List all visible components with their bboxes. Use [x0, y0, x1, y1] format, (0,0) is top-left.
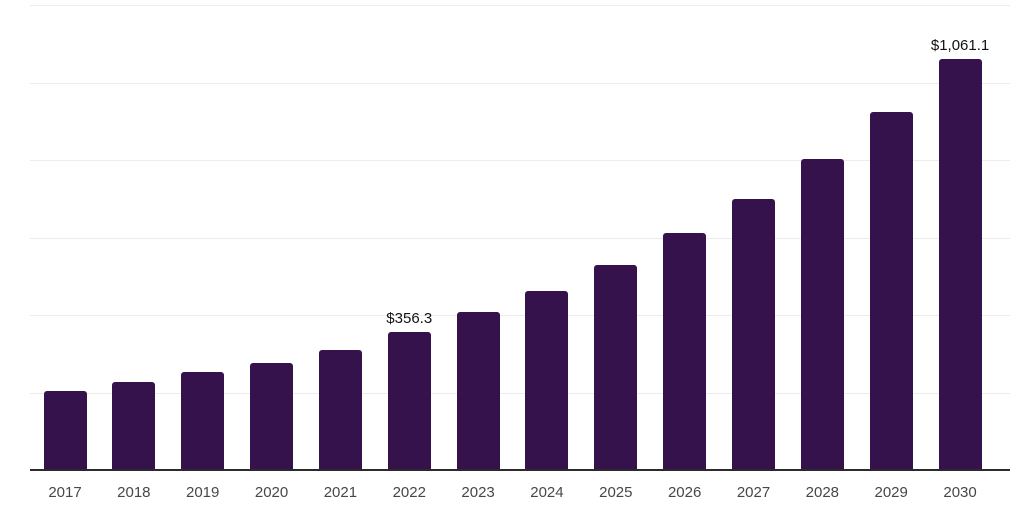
x-tick-2026: 2026	[667, 484, 702, 501]
x-tick-2028: 2028	[805, 484, 840, 501]
x-tick-2030: 2030	[943, 484, 977, 501]
bar-2028	[800, 159, 844, 470]
x-tick-2024: 2024	[530, 484, 564, 501]
bar-2026	[663, 233, 707, 470]
bar-2029	[869, 112, 913, 470]
bar-2021	[318, 349, 362, 470]
bar-2022	[387, 331, 431, 470]
bar-2020	[250, 363, 294, 470]
x-tick-2018: 2018	[117, 484, 151, 501]
x-tick-2017: 2017	[48, 484, 82, 501]
gridline-200	[30, 392, 1010, 394]
x-axis-line	[30, 469, 1010, 471]
bar-2030	[938, 58, 982, 470]
x-tick-2020: 2020	[254, 484, 289, 501]
x-tick-2022: 2022	[392, 484, 426, 501]
gridline-800	[30, 160, 1010, 161]
gridline-1000	[30, 82, 1010, 84]
gridline-400	[30, 315, 1010, 316]
x-tick-2025: 2025	[599, 484, 633, 501]
x-tick-2029: 2029	[874, 484, 908, 501]
x-tick-2021: 2021	[323, 484, 358, 501]
gridline-600	[30, 237, 1010, 239]
bar-2027	[732, 198, 775, 470]
gridline-1200	[30, 5, 1010, 6]
x-tick-2027: 2027	[736, 484, 771, 501]
bar-2017	[43, 390, 87, 470]
bar-2023	[456, 312, 500, 470]
data-label-2030: $1,061.1	[930, 36, 990, 54]
bar-2025	[594, 264, 638, 470]
bar-2019	[181, 372, 225, 470]
bar-2018	[112, 382, 156, 470]
bar-2024	[525, 291, 569, 470]
x-tick-2019: 2019	[186, 484, 220, 501]
data-label-2022: $356.3	[386, 309, 433, 327]
x-tick-2023: 2023	[461, 484, 495, 501]
